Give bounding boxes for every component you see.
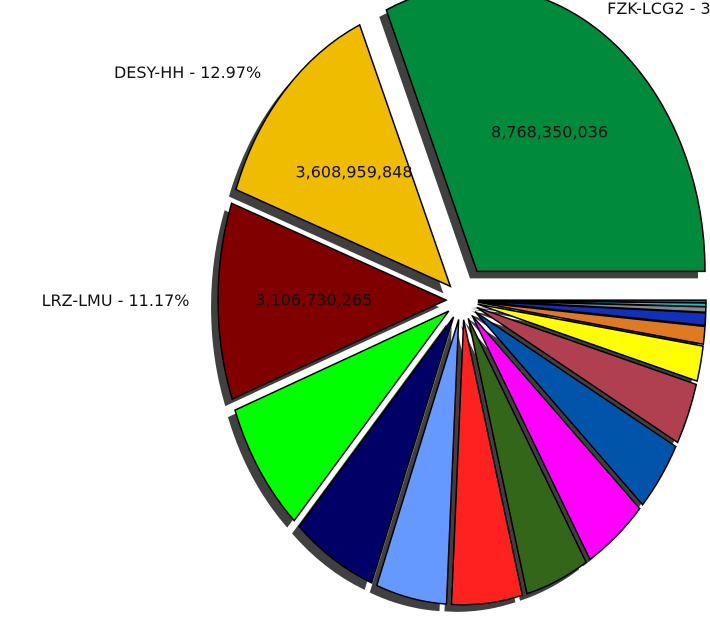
slice (450, 319, 524, 606)
slice-label: DESY-HH - 12.97% (114, 63, 261, 82)
slice (477, 301, 706, 346)
slice (234, 310, 450, 522)
slice (217, 202, 448, 401)
slice (477, 299, 707, 304)
slice (385, 0, 706, 273)
slice (298, 316, 455, 584)
value-label: 3,106,730,265 (255, 290, 372, 309)
slice (375, 319, 460, 605)
slice (467, 318, 588, 595)
slice (477, 303, 704, 383)
slice (474, 310, 677, 506)
slice-label: LRZ-LMU - 11.17% (42, 291, 190, 310)
slice-label: FZK-LCG2 - 31.51% (607, 0, 710, 18)
slice (235, 23, 452, 288)
slice (471, 314, 641, 561)
slice (476, 306, 698, 444)
value-label: 3,608,959,848 (295, 163, 412, 182)
value-label: 8,768,350,036 (491, 123, 608, 142)
